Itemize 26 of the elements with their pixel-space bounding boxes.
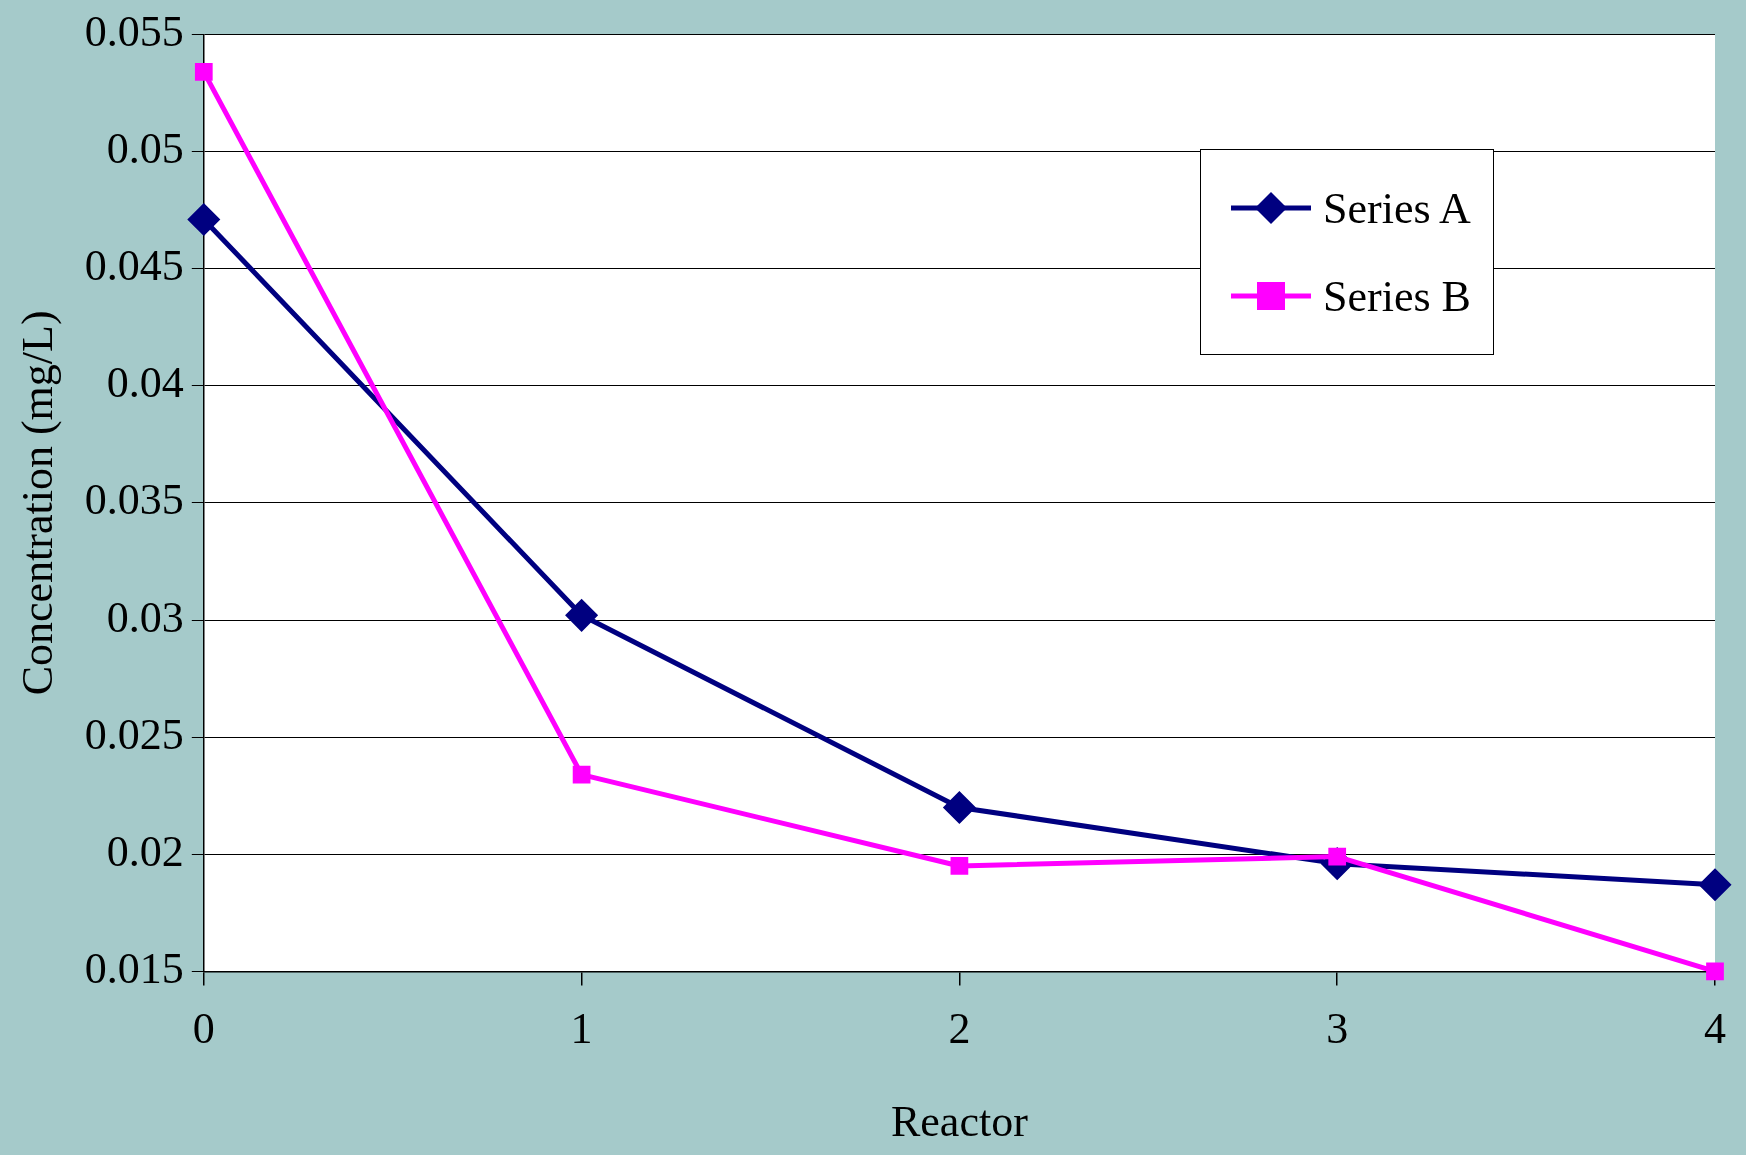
x-tick-label: 2 (948, 1004, 971, 1054)
x-axis-title: Reactor (890, 1097, 1029, 1147)
y-tick-label: 0.045 (84, 241, 184, 291)
y-tick-label: 0.055 (84, 6, 184, 56)
y-tick-label: 0.015 (84, 943, 184, 993)
y-axis-title: Concentration (mg/L) (12, 310, 62, 696)
point (1706, 962, 1724, 981)
point (1699, 869, 1731, 901)
legend-label: Series A (1323, 182, 1471, 234)
point (572, 765, 591, 784)
point (943, 791, 975, 823)
y-tick-label: 0.03 (106, 592, 184, 642)
x-tick-label: 3 (1326, 1004, 1349, 1054)
x-tick-label: 1 (570, 1004, 593, 1054)
y-tick-label: 0.02 (106, 826, 184, 876)
point (194, 63, 213, 81)
y-tick-label: 0.035 (84, 475, 184, 525)
x-tick-label: 4 (1704, 1004, 1726, 1054)
x-tick-label: 0 (192, 1004, 215, 1054)
point (950, 857, 969, 875)
y-tick-label: 0.04 (106, 358, 184, 408)
point (566, 599, 598, 631)
legend-label: Series B (1323, 270, 1471, 322)
point (188, 203, 220, 235)
y-tick-label: 0.025 (84, 709, 184, 759)
y-tick-label: 0.05 (106, 124, 184, 174)
